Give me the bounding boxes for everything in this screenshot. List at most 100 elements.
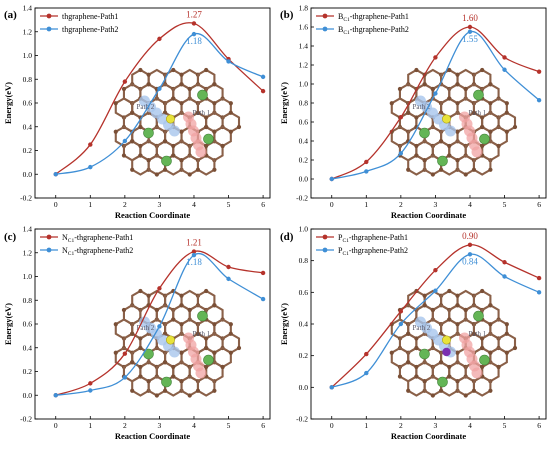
carbon-atom xyxy=(138,345,143,351)
carbon-atom xyxy=(204,345,209,351)
y-axis-title: Energy(eV) xyxy=(3,303,13,345)
carbon-ring xyxy=(180,154,200,176)
carbon-atom xyxy=(447,153,452,158)
carbon-atom xyxy=(488,129,493,134)
chlorine-atom xyxy=(437,376,448,388)
legend-entry-rest: -thgraphene-Path1 xyxy=(350,12,409,21)
carbon-atom xyxy=(463,393,468,398)
inset-path2-label: Path 2 xyxy=(137,324,155,332)
data-point xyxy=(122,351,128,356)
carbon-atom xyxy=(414,336,419,341)
y-axis-title: Energy(eV) xyxy=(279,303,289,345)
legend-entry-subscript: C1 xyxy=(68,238,75,244)
structure-inset: Path 1 Path 2 xyxy=(389,288,518,398)
chart-panel: (b) Path 1 Path 2 -0.2 0.0 0.2 0.4 0.6 0.8 1.0 1.2… xyxy=(279,4,547,220)
data-point xyxy=(433,267,438,273)
carbon-atom xyxy=(179,322,184,327)
carbon-atom xyxy=(414,374,419,379)
carbon-atom xyxy=(179,101,184,106)
x-tick-label: 1 xyxy=(88,200,92,209)
panel-letter: (c) xyxy=(4,231,17,243)
path1-trail xyxy=(459,332,483,379)
x-axis-title: Reaction Coordinate xyxy=(115,210,191,220)
y-tick-label: 0.6 xyxy=(299,118,309,127)
chart-panel: (c) Path 1 Path 2 -0.2 0.0 0.2 0.4 0.6 0.8 1.0 1.2… xyxy=(3,225,271,441)
x-tick-label: 2 xyxy=(399,421,403,430)
y-tick-label: 0.6 xyxy=(299,288,309,297)
carbon-atom xyxy=(480,124,485,130)
carbon-atom xyxy=(504,322,509,327)
legend-entry: thgraphene-Path2 xyxy=(62,25,118,34)
carbon-atom xyxy=(455,82,460,87)
path2-trail-atom xyxy=(169,125,180,137)
path2-trail xyxy=(139,95,180,137)
data-point xyxy=(536,290,542,295)
carbon-atom xyxy=(438,167,444,172)
carbon-atom xyxy=(138,143,143,149)
carbon-atom xyxy=(463,86,468,92)
chart-panel: (d) Path 1 Path 2 -0.2 0.0 0.2 0.4 0.6 0.8 1.0 0 1 2… xyxy=(279,225,547,441)
carbon-atom xyxy=(187,307,192,313)
inset-path2-label: Path 2 xyxy=(413,103,431,111)
legend-entry-rest: -thgraphene-Path2 xyxy=(74,246,133,255)
carbon-atom xyxy=(179,129,184,134)
data-point xyxy=(398,115,404,120)
carbon-atom xyxy=(447,364,452,370)
carbon-ring xyxy=(180,375,200,397)
carbon-atom xyxy=(406,388,411,393)
carbon-atom xyxy=(414,115,419,120)
carbon-atom xyxy=(447,317,452,322)
carbon-atom xyxy=(146,72,151,77)
carbon-ring xyxy=(407,154,426,176)
peak-value-label: 0.84 xyxy=(462,256,478,266)
legend-marker xyxy=(46,247,52,253)
panel-letter: (b) xyxy=(280,9,294,21)
carbon-atom xyxy=(171,143,176,149)
carbon-atom xyxy=(488,388,493,393)
carbon-atom xyxy=(455,158,460,163)
legend-entry-rest: -thgraphene-Path1 xyxy=(349,233,408,242)
y-tick-label: 0.8 xyxy=(299,99,309,108)
y-tick-label: 1.6 xyxy=(299,23,309,32)
chlorine-atom xyxy=(479,133,490,145)
carbon-atom xyxy=(204,364,209,370)
data-point xyxy=(122,138,128,144)
legend-entry-base: N xyxy=(62,233,68,242)
carbon-atom xyxy=(204,336,209,341)
x-tick-label: 6 xyxy=(537,421,541,430)
x-tick-label: 3 xyxy=(158,421,162,430)
y-tick-label: 0.2 xyxy=(299,156,309,165)
carbon-atom xyxy=(195,388,201,393)
carbon-atom xyxy=(195,331,201,336)
path1-trail-atom xyxy=(471,146,483,158)
sulfur-atom xyxy=(166,114,176,124)
carbon-atom xyxy=(397,86,403,92)
carbon-atom xyxy=(488,82,493,87)
data-point xyxy=(329,176,334,182)
data-point xyxy=(88,381,93,386)
y-tick-label: 1.0 xyxy=(299,80,309,89)
carbon-atom xyxy=(455,303,460,308)
x-tick-label: 0 xyxy=(54,200,58,209)
carbon-atom xyxy=(146,158,151,163)
chlorine-atom xyxy=(161,376,172,388)
carbon-atom xyxy=(414,364,419,370)
carbon-atom xyxy=(480,67,485,73)
carbon-atom xyxy=(195,167,201,172)
data-point xyxy=(433,55,438,60)
phosphorus-atom xyxy=(442,347,451,357)
legend-marker xyxy=(322,247,328,253)
carbon-atom xyxy=(228,331,233,336)
carbon-atom xyxy=(130,139,135,144)
y-tick-label: 0.8 xyxy=(299,256,309,265)
carbon-atom xyxy=(154,393,159,398)
legend-marker xyxy=(46,234,52,240)
legend-entry-rest: -thgraphene-Path2 xyxy=(349,246,408,255)
carbon-ring xyxy=(131,154,150,176)
carbon-atom xyxy=(228,110,233,115)
carbon-atom xyxy=(480,143,485,149)
sulfur-atom xyxy=(441,114,451,124)
data-point xyxy=(88,164,93,170)
chlorine-atom xyxy=(473,310,484,322)
